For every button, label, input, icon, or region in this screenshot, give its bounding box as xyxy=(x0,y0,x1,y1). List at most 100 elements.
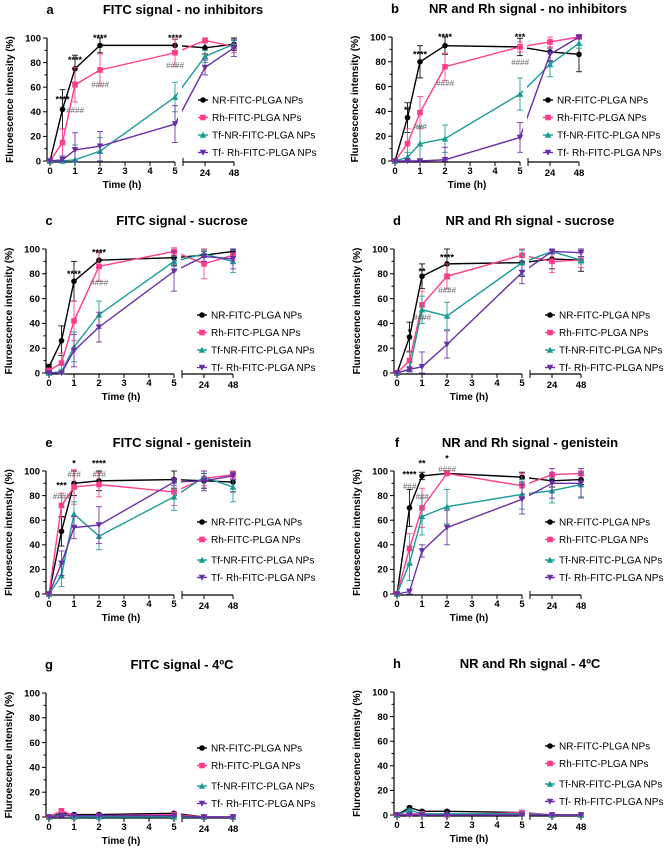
significance-annotation: **** xyxy=(68,55,83,65)
panel-g: g FITC signal - 4ºC020406080100Fluroescen… xyxy=(4,657,315,847)
panel-e: e FITC signal - genistein020406080100Flur… xyxy=(4,435,315,624)
x-tick-label: 2 xyxy=(97,166,102,177)
marker-triangle-up xyxy=(406,806,413,813)
y-tick-label: 80 xyxy=(30,58,41,69)
x-tick-label: 4 xyxy=(494,820,500,831)
x-tick-label: 3 xyxy=(467,166,472,177)
significance-annotation: ### xyxy=(413,122,427,131)
marker-triangle-down xyxy=(575,34,583,41)
panel-c: c FITC signal - sucrose020406080100Fluroe… xyxy=(4,213,315,403)
y-tick-label: 0 xyxy=(36,156,41,167)
marker-triangle-down xyxy=(418,548,426,555)
marker-triangle-down xyxy=(58,560,65,567)
y-tick-label: 80 xyxy=(375,57,386,68)
legend-item: Tf-NR-FITC-PLGA NPs xyxy=(545,556,662,567)
y-axis-label: Fluroescence intensity (%) xyxy=(352,248,363,375)
marker-circle xyxy=(404,114,411,121)
axis-break-gap xyxy=(178,23,182,168)
marker-triangle-up xyxy=(201,53,209,60)
y-tick-label: 80 xyxy=(29,269,40,280)
panel-letter: e xyxy=(45,435,52,450)
legend-label: Tf- Rh-FITC-PLGA NPs xyxy=(211,799,315,810)
marker-triangle-down xyxy=(518,812,526,819)
marker-triangle-down xyxy=(200,814,208,821)
series-4 xyxy=(393,812,585,819)
x-tick-label: 24 xyxy=(199,380,210,391)
x-tick-label: 1 xyxy=(71,378,77,389)
marker-triangle-down xyxy=(406,588,413,595)
legend-label: Rh-FITC-PLGA NPs xyxy=(559,535,648,546)
panel-title: FITC signal - sucrose xyxy=(116,213,247,228)
marker-triangle-down xyxy=(46,158,54,165)
marker-circle xyxy=(406,334,413,340)
x-tick-label: 3 xyxy=(121,378,126,389)
significance-annotation: #### xyxy=(436,79,454,88)
marker-square xyxy=(59,139,66,146)
legend-item: NR-FITC-PLGA NPs xyxy=(198,96,303,107)
marker-triangle-down xyxy=(198,364,206,371)
marker-circle xyxy=(419,473,425,479)
marker-triangle-down xyxy=(391,158,399,165)
marker-triangle-down xyxy=(170,812,178,820)
legend-label: Rh-FITC-PLGA NPs xyxy=(559,328,648,339)
marker-triangle-up xyxy=(70,510,78,517)
y-axis-label: Fluroescence intensity (%) xyxy=(350,36,361,163)
legend-item: NR-FITC-PLGA NPs xyxy=(197,744,302,755)
y-tick-label: 80 xyxy=(377,269,388,280)
legend-label: NR-FITC-PLGA NPs xyxy=(212,96,303,107)
x-tick-label: 24 xyxy=(545,168,556,179)
legend-label: Tf-NR-FITC-PLGA NPs xyxy=(211,556,314,567)
marker-triangle-down xyxy=(577,249,585,257)
significance-annotation: ### xyxy=(403,482,417,491)
significance-annotation: **** xyxy=(55,95,70,105)
marker-triangle-up xyxy=(516,90,524,97)
y-tick-label: 40 xyxy=(29,763,40,774)
marker-triangle-down xyxy=(58,812,65,820)
marker-square xyxy=(71,318,77,324)
x-tick-label: 2 xyxy=(444,599,449,610)
marker-triangle-down xyxy=(546,51,554,58)
marker-circle xyxy=(71,278,77,285)
axis-break-gap xyxy=(177,456,181,601)
legend-label: Tf- Rh-FITC-PLGA NPs xyxy=(559,573,663,584)
y-tick-label: 80 xyxy=(377,712,388,723)
y-tick-label: 60 xyxy=(30,83,41,94)
panel-title: NR and Rh signal - no inhibitors xyxy=(429,1,627,16)
x-axis-label: Time (h) xyxy=(102,613,141,624)
x-tick-label: 24 xyxy=(199,601,210,612)
marker-triangle-down xyxy=(548,480,556,487)
legend-label: NR-FITC-PLGA NPs xyxy=(211,518,302,529)
series-1 xyxy=(46,470,236,597)
x-tick-label: 0 xyxy=(394,820,399,831)
y-tick-label: 20 xyxy=(29,344,40,355)
y-tick-label: 60 xyxy=(377,516,388,527)
y-axis-label: Fluroescence intensity (%) xyxy=(352,469,363,596)
legend-label: NR-FITC-PLGA NPs xyxy=(211,311,302,322)
marker-triangle-down xyxy=(45,591,53,598)
marker-triangle-down xyxy=(171,121,179,128)
legend-label: Tf- Rh-FITC-PLGA NPs xyxy=(559,797,663,808)
marker-triangle-up xyxy=(171,93,179,100)
legend-label: Rh-FITC-PLGA NPs xyxy=(211,761,300,772)
marker-circle xyxy=(59,106,66,113)
marker-triangle-down xyxy=(95,812,103,820)
marker-triangle-up xyxy=(546,780,554,787)
significance-annotation: #### xyxy=(91,81,109,90)
marker-triangle-down xyxy=(198,800,206,807)
panel-b: b NR and Rh signal - no inhibitors0204060… xyxy=(350,1,661,191)
x-axis-label: Time (h) xyxy=(450,613,489,624)
y-tick-label: 100 xyxy=(372,244,388,255)
marker-triangle-up xyxy=(546,60,554,68)
marker-circle xyxy=(406,505,413,511)
legend-label: Tf- Rh-FITC-PLGA NPs xyxy=(557,148,661,159)
marker-circle xyxy=(419,273,425,280)
marker-square xyxy=(547,39,553,45)
legend-label: NR-FITC-PLGA NPs xyxy=(211,744,302,755)
marker-triangle-up xyxy=(443,503,451,510)
y-tick-label: 100 xyxy=(25,33,41,44)
legend-item: Rh-FITC-PLGA NPs xyxy=(545,535,648,546)
marker-triangle-down xyxy=(404,158,411,165)
marker-triangle-down xyxy=(548,248,556,255)
axis-break-gap xyxy=(177,678,181,824)
marker-square xyxy=(96,481,102,488)
